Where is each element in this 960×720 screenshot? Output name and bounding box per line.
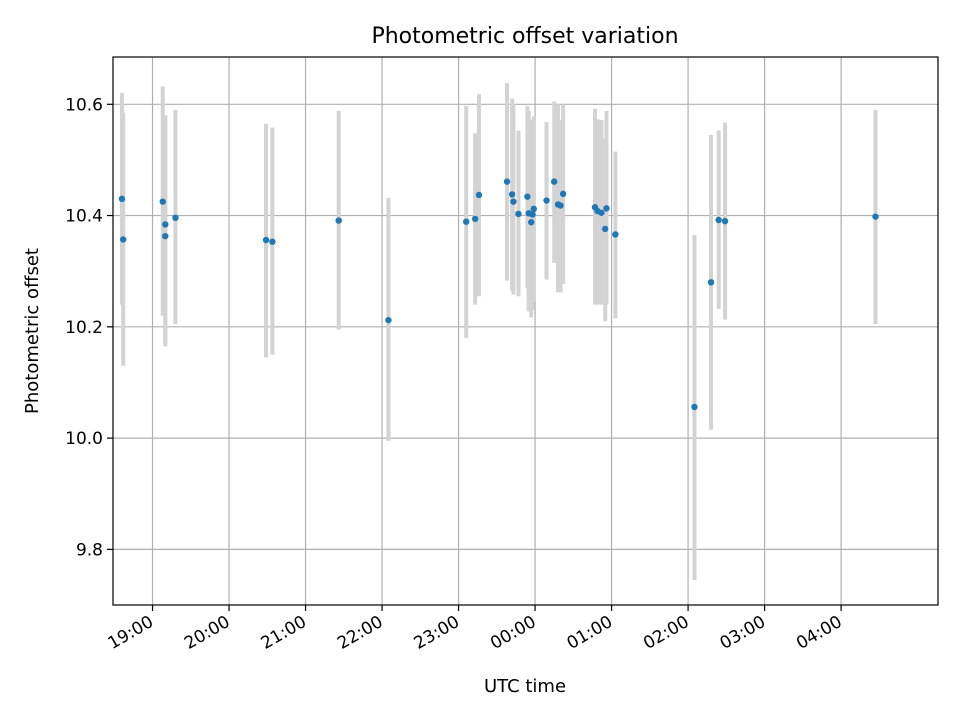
data-point: [269, 238, 276, 245]
data-point: [543, 197, 550, 204]
data-point: [162, 232, 169, 240]
y-axis-ticks: 9.8 10.0 10.2 10.4 10.6: [65, 95, 113, 560]
data-point: [463, 218, 470, 225]
data-point: [550, 178, 558, 185]
data-point: [335, 217, 342, 224]
data-point: [508, 191, 516, 198]
y-tick-label: 10.0: [65, 429, 103, 449]
data-point: [162, 221, 169, 228]
chart-title: Photometric offset variation: [371, 24, 678, 49]
data-point: [601, 225, 609, 233]
data-point: [715, 216, 722, 224]
plot-frame: [112, 56, 939, 606]
data-point: [503, 178, 511, 185]
data-point: [515, 210, 522, 218]
y-axis-label: Photometric offset: [22, 248, 43, 414]
data-points: [118, 178, 879, 411]
data-point: [172, 214, 179, 221]
data-point: [159, 198, 166, 205]
data-point: [612, 231, 619, 238]
data-point: [524, 193, 531, 200]
x-axis-label: UTC time: [484, 676, 566, 697]
data-point: [475, 191, 483, 199]
data-point: [262, 236, 270, 244]
y-tick-label: 10.2: [65, 318, 103, 338]
y-tick-label: 10.6: [65, 95, 103, 115]
data-point: [557, 202, 564, 209]
data-point: [721, 217, 729, 225]
data-point: [118, 195, 126, 203]
y-tick-label: 10.4: [65, 207, 103, 227]
data-point: [872, 213, 879, 220]
data-point: [529, 211, 536, 218]
data-point: [385, 316, 392, 324]
data-point: [530, 205, 537, 213]
data-point: [691, 403, 698, 411]
data-point: [707, 279, 715, 286]
data-point: [528, 219, 535, 226]
data-point: [559, 190, 567, 198]
data-point: [603, 205, 610, 212]
data-point: [471, 215, 479, 223]
y-tick-label: 9.8: [76, 540, 103, 560]
data-point: [598, 209, 605, 216]
data-point: [510, 198, 517, 205]
data-point: [120, 236, 127, 243]
